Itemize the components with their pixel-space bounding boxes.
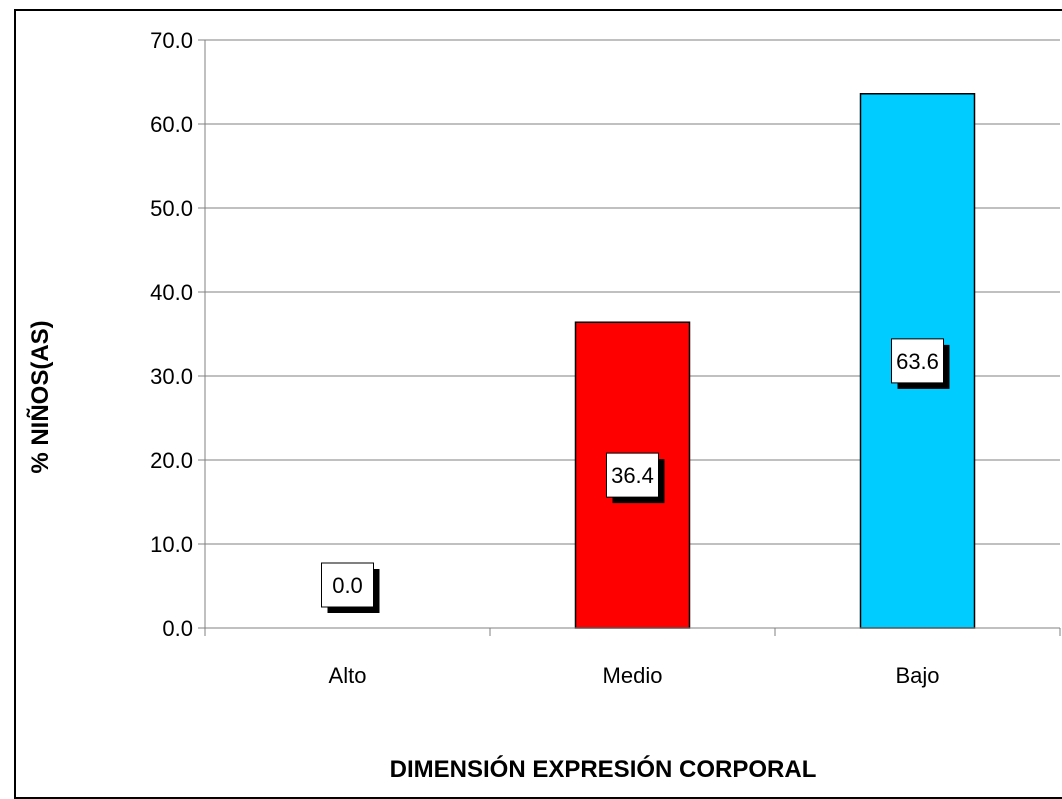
data-label-medio: 36.4 [611,463,654,488]
axes [198,39,1061,636]
data-label-box [891,338,944,384]
y-tick-label: 10.0 [150,532,193,557]
y-tick-label: 70.0 [150,28,193,53]
data-label-alto: 0.0 [332,573,363,598]
y-axis-title: % NIÑOS(AS) [26,320,54,473]
x-tick-labels: Alto Medio Bajo [329,663,940,688]
y-tick-label: 50.0 [150,196,193,221]
x-tick-label: Medio [603,663,663,688]
y-tick-label: 40.0 [150,280,193,305]
x-axis-title: DIMENSIÓN EXPRESIÓN CORPORAL [390,755,817,783]
data-labels: 0.0 36.4 63.6 [321,338,950,613]
x-tick-label: Bajo [895,663,939,688]
y-tick-label: 30.0 [150,364,193,389]
y-tick-label: 60.0 [150,112,193,137]
data-label-box [321,562,374,608]
data-label-bajo: 63.6 [896,349,939,374]
y-tick-label: 20.0 [150,448,193,473]
y-tick-label: 0.0 [162,616,193,641]
x-tick-label: Alto [329,663,367,688]
data-label-box [606,452,659,498]
y-tick-labels: 0.0 10.0 20.0 30.0 40.0 50.0 60.0 70.0 [150,28,193,641]
